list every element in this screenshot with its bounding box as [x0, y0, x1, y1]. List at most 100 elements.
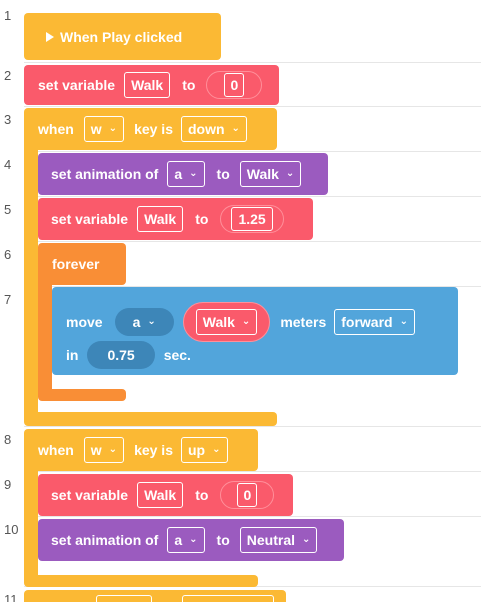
object-value: a: [174, 166, 183, 182]
when-label: when: [38, 442, 74, 458]
chevron-down-icon: ⌄: [241, 315, 251, 327]
line-number: 7: [4, 292, 12, 307]
line-number: 10: [4, 522, 19, 537]
object-dropdown[interactable]: a ⌄: [114, 308, 174, 336]
object-dropdown[interactable]: a ⌄: [167, 161, 205, 187]
value-field[interactable]: 0: [206, 71, 263, 99]
c-block-footer: [24, 575, 258, 587]
key-is-label: key is: [134, 121, 173, 137]
row-divider: [24, 241, 481, 242]
value-text: 0: [224, 73, 245, 97]
variable-reporter[interactable]: Walk ⌄: [182, 302, 271, 342]
animation-dropdown[interactable]: Walk ⌄: [239, 161, 302, 187]
to-label: to: [195, 211, 209, 227]
c-block-arm: [24, 469, 38, 579]
move-block[interactable]: move a ⌄ Walk ⌄ meters forward ⌄ in 0.75 se…: [52, 287, 458, 375]
animation-value: Neutral: [246, 532, 295, 548]
block-label: set animation of: [51, 532, 159, 548]
block-label: set variable: [51, 487, 129, 503]
set-variable-block[interactable]: set variable Walk to 1.25: [38, 198, 313, 240]
chevron-down-icon: ⌄: [108, 122, 118, 134]
value-field[interactable]: 0: [220, 481, 275, 509]
value-field[interactable]: 1.25: [220, 205, 284, 233]
variable-name-field[interactable]: Walk: [137, 482, 184, 508]
when-key-up-block[interactable]: when w ⌄ key is up ⌄: [24, 429, 258, 471]
key-dropdown[interactable]: w ⌄: [83, 437, 125, 463]
key-state-value: down: [188, 121, 225, 137]
key-state-dropdown-partial[interactable]: [182, 595, 274, 602]
play-icon: [46, 31, 54, 42]
object-value: a: [132, 314, 141, 330]
to-label: to: [216, 532, 230, 548]
row-divider: [24, 516, 481, 517]
chevron-down-icon: ⌄: [231, 122, 240, 134]
when-label: when: [38, 121, 74, 137]
chevron-down-icon: ⌄: [302, 533, 311, 545]
chevron-down-icon: ⌄: [189, 533, 198, 545]
key-state-dropdown[interactable]: up ⌄: [181, 437, 228, 463]
variable-name-field[interactable]: Walk: [137, 206, 184, 232]
line-number: 6: [4, 247, 12, 262]
set-variable-block[interactable]: set variable Walk to 0: [24, 65, 279, 105]
chevron-down-icon: ⌄: [147, 315, 156, 327]
row-divider: [24, 106, 481, 107]
animation-value: Walk: [246, 166, 279, 182]
when-play-clicked-block[interactable]: When Play clicked: [24, 13, 221, 60]
block-label: set variable: [51, 211, 129, 227]
value-text: 0: [237, 483, 258, 507]
block-label: forever: [52, 256, 100, 272]
row-divider: [24, 151, 481, 152]
key-state-value: up: [188, 442, 206, 458]
row-divider: [24, 286, 481, 287]
to-label: to: [195, 487, 209, 503]
direction-value: forward: [341, 314, 393, 330]
line-number: 4: [4, 157, 12, 172]
line-number: 1: [4, 8, 12, 23]
forever-arm: [38, 283, 52, 391]
forever-footer: [38, 389, 126, 401]
line-number: 2: [4, 68, 12, 83]
set-animation-block[interactable]: set animation of a ⌄ to Neutral ⌄: [38, 519, 344, 561]
line-number: 3: [4, 112, 12, 127]
object-dropdown[interactable]: a ⌄: [167, 527, 205, 553]
direction-dropdown[interactable]: forward ⌄: [334, 309, 415, 335]
chevron-down-icon: ⌄: [189, 167, 198, 179]
to-label: to: [182, 77, 196, 93]
row-divider: [24, 62, 481, 63]
chevron-down-icon: ⌄: [212, 443, 221, 455]
row-divider: [24, 426, 481, 427]
sec-label: sec.: [163, 347, 191, 363]
line-number: 9: [4, 477, 12, 492]
block-label: set variable: [38, 77, 116, 93]
next-event-block[interactable]: [24, 590, 286, 602]
block-label: set animation of: [51, 166, 159, 182]
animation-dropdown[interactable]: Neutral ⌄: [239, 527, 318, 553]
chevron-down-icon: ⌄: [399, 315, 408, 327]
line-number-gutter: [0, 0, 24, 602]
chevron-down-icon: ⌄: [108, 443, 118, 455]
key-value: w: [90, 121, 102, 137]
value-text: 1.25: [231, 207, 273, 231]
object-value: a: [174, 532, 183, 548]
key-value: w: [90, 442, 102, 458]
when-key-down-block[interactable]: when w ⌄ key is down ⌄: [24, 108, 277, 150]
key-dropdown-partial[interactable]: [96, 595, 152, 602]
row-divider: [24, 471, 481, 472]
meters-label: meters: [280, 314, 327, 330]
line-number: 8: [4, 432, 12, 447]
forever-block[interactable]: forever: [38, 243, 126, 285]
line-number: 5: [4, 202, 12, 217]
line-number: 11: [4, 592, 18, 602]
key-dropdown[interactable]: w ⌄: [83, 116, 125, 142]
set-animation-block[interactable]: set animation of a ⌄ to Walk ⌄: [38, 153, 328, 195]
to-label: to: [216, 166, 230, 182]
key-state-dropdown[interactable]: down ⌄: [181, 116, 247, 142]
key-is-label: key is: [134, 442, 173, 458]
c-block-footer: [24, 412, 277, 426]
variable-dropdown[interactable]: Walk ⌄: [195, 309, 258, 335]
set-variable-block[interactable]: set variable Walk to 0: [38, 474, 293, 516]
row-divider: [24, 196, 481, 197]
duration-field[interactable]: 0.75: [87, 341, 155, 369]
variable-name-field[interactable]: Walk: [124, 72, 171, 98]
move-label: move: [66, 314, 103, 330]
